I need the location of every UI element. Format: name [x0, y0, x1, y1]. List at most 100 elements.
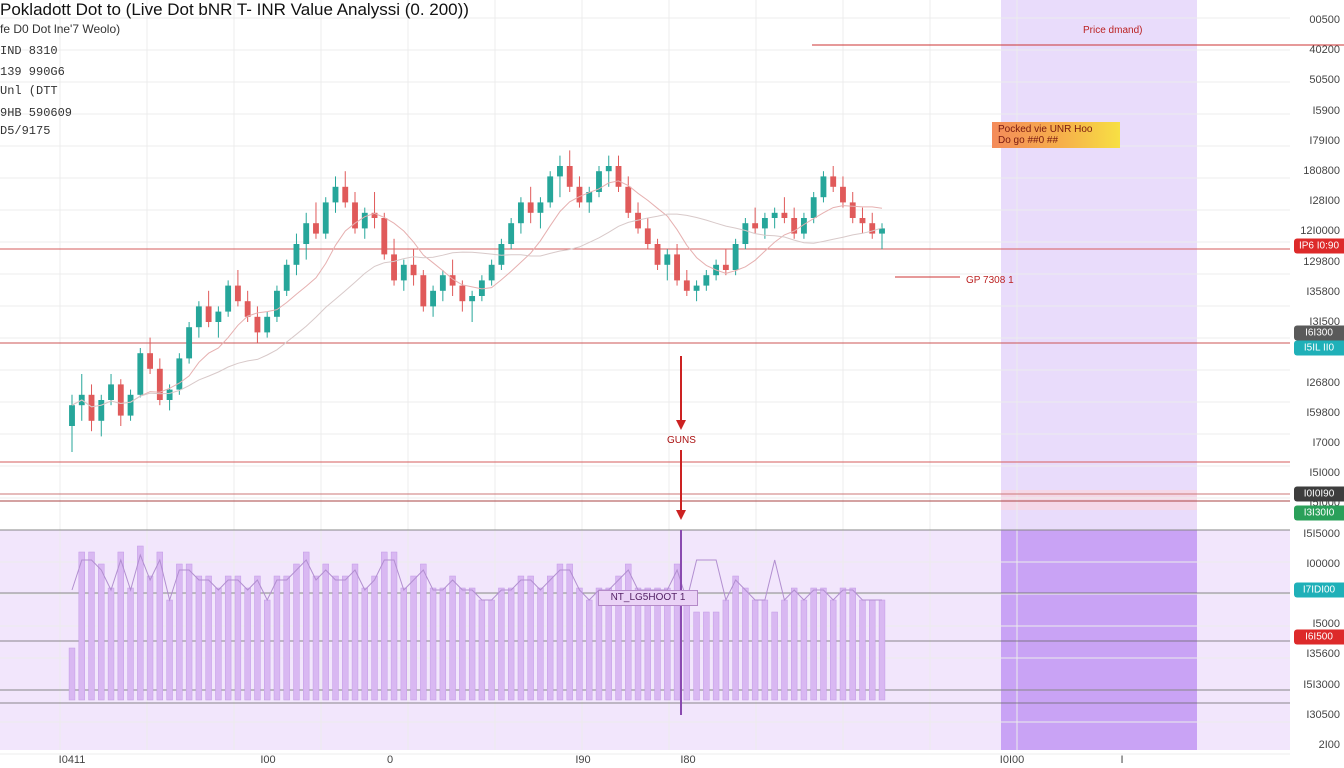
price-badge[interactable]: I3I30I0 — [1294, 505, 1344, 521]
candle[interactable] — [352, 192, 358, 234]
candle[interactable] — [186, 322, 193, 364]
candle[interactable] — [644, 218, 651, 250]
candle[interactable] — [703, 270, 710, 291]
candle[interactable] — [195, 301, 202, 338]
volume-bar — [634, 587, 642, 701]
candle[interactable] — [615, 155, 622, 192]
candle[interactable] — [205, 290, 212, 328]
candle[interactable] — [117, 379, 124, 426]
price-badge[interactable]: I7IDI00 — [1294, 582, 1344, 598]
candle[interactable] — [761, 212, 768, 239]
price-badge[interactable]: I6I500 — [1294, 629, 1344, 645]
candle[interactable] — [244, 290, 251, 322]
volume-bar — [137, 545, 144, 701]
candle[interactable] — [537, 197, 544, 229]
candle[interactable] — [293, 233, 300, 276]
candle[interactable] — [108, 374, 114, 406]
candle[interactable] — [586, 186, 593, 213]
candle[interactable] — [596, 166, 602, 198]
price-badge[interactable]: I5IL II0 — [1294, 340, 1344, 356]
candle[interactable] — [830, 166, 837, 192]
candle[interactable] — [439, 270, 446, 302]
candle[interactable] — [264, 311, 271, 338]
candle[interactable] — [303, 212, 310, 260]
candle[interactable] — [625, 176, 632, 218]
candle[interactable] — [274, 285, 280, 322]
candle[interactable] — [127, 389, 134, 421]
candle[interactable] — [449, 259, 456, 296]
candle[interactable] — [342, 171, 349, 208]
price-badge[interactable]: I0I0I90 — [1294, 486, 1344, 502]
candle[interactable] — [566, 150, 573, 192]
candle[interactable] — [801, 212, 807, 239]
candle[interactable] — [391, 238, 397, 286]
candle[interactable] — [469, 290, 476, 322]
candle[interactable] — [517, 197, 524, 234]
candle[interactable] — [313, 202, 319, 239]
candle[interactable] — [156, 358, 163, 406]
candle[interactable] — [234, 270, 241, 307]
candle[interactable] — [508, 218, 515, 250]
candle[interactable] — [176, 353, 183, 395]
volume-bar — [400, 587, 407, 701]
candle[interactable] — [69, 394, 75, 452]
price-badge[interactable]: IP6 I0:90 — [1294, 238, 1344, 254]
candle[interactable] — [683, 270, 690, 296]
candle[interactable] — [498, 238, 505, 270]
candle[interactable] — [781, 197, 788, 224]
candle[interactable] — [547, 171, 554, 208]
candle[interactable] — [420, 270, 427, 312]
volume-bar — [537, 587, 544, 701]
candle[interactable] — [635, 202, 641, 234]
candle[interactable] — [283, 259, 290, 296]
candle[interactable] — [137, 348, 144, 398]
candle[interactable] — [722, 249, 729, 276]
candle[interactable] — [88, 384, 95, 432]
candle[interactable] — [771, 207, 778, 229]
candle[interactable] — [98, 394, 105, 437]
candle[interactable] — [322, 197, 329, 239]
candle[interactable] — [332, 176, 339, 213]
candle[interactable] — [557, 155, 563, 198]
candle[interactable] — [225, 280, 232, 317]
candle[interactable] — [674, 244, 680, 286]
candle[interactable] — [791, 207, 798, 239]
y-tick-label: 00500 — [1309, 14, 1340, 26]
candle[interactable] — [78, 374, 85, 421]
price-badge[interactable]: I6I300 — [1294, 325, 1344, 341]
candle[interactable] — [361, 207, 368, 239]
candle[interactable] — [849, 192, 856, 224]
candle[interactable] — [742, 218, 749, 250]
candle[interactable] — [605, 155, 612, 187]
y-tick-label: I79I00 — [1309, 134, 1340, 147]
candle[interactable] — [810, 192, 817, 224]
candle[interactable] — [732, 238, 739, 276]
candle[interactable] — [752, 207, 759, 234]
x-tick-label: 0 — [386, 754, 394, 766]
overlay-layer — [676, 44, 1344, 715]
candle-body — [703, 275, 710, 286]
candle[interactable] — [254, 306, 261, 343]
candle[interactable] — [664, 249, 671, 281]
candle[interactable] — [459, 280, 466, 312]
candle[interactable] — [371, 192, 378, 229]
candle[interactable] — [381, 212, 388, 260]
candle[interactable] — [859, 207, 866, 234]
candle[interactable] — [820, 171, 827, 203]
candle[interactable] — [840, 176, 846, 208]
candle[interactable] — [410, 249, 417, 286]
candle[interactable] — [879, 223, 885, 250]
candle[interactable] — [215, 306, 222, 338]
candle[interactable] — [488, 259, 495, 286]
candle[interactable] — [430, 285, 437, 317]
candle[interactable] — [527, 186, 534, 224]
candle[interactable] — [400, 259, 407, 291]
candle[interactable] — [478, 275, 485, 302]
candle[interactable] — [693, 280, 700, 302]
candle[interactable] — [576, 176, 583, 208]
candle[interactable] — [147, 337, 153, 374]
candle[interactable] — [654, 238, 661, 270]
candle-body — [537, 202, 544, 213]
candle[interactable] — [869, 212, 876, 239]
